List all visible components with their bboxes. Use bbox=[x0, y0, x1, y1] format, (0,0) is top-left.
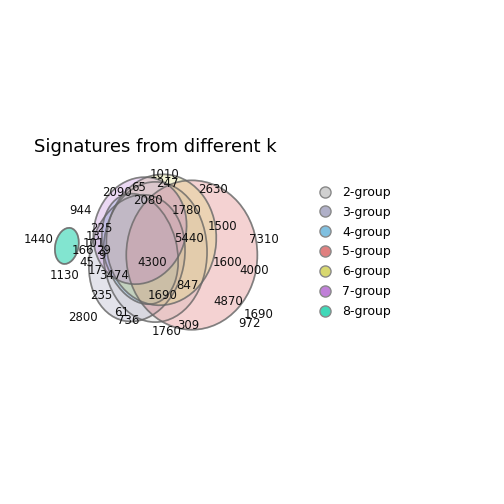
Text: 1500: 1500 bbox=[208, 220, 237, 233]
Text: 7310: 7310 bbox=[249, 233, 279, 246]
Text: 1600: 1600 bbox=[212, 257, 242, 270]
Text: 17: 17 bbox=[88, 264, 103, 277]
Text: 1010: 1010 bbox=[150, 168, 179, 181]
Text: 235: 235 bbox=[90, 289, 113, 302]
Ellipse shape bbox=[55, 228, 79, 264]
Text: 9: 9 bbox=[98, 248, 105, 262]
Text: 166: 166 bbox=[72, 244, 95, 257]
Text: 1440: 1440 bbox=[23, 233, 53, 246]
Ellipse shape bbox=[127, 180, 258, 330]
Text: 1690: 1690 bbox=[244, 308, 274, 322]
Text: 13: 13 bbox=[86, 230, 100, 242]
Text: 972: 972 bbox=[238, 318, 261, 331]
Text: 3474: 3474 bbox=[99, 269, 129, 282]
Text: 2090: 2090 bbox=[102, 186, 133, 199]
Text: 29: 29 bbox=[96, 244, 111, 257]
Text: 736: 736 bbox=[116, 314, 139, 327]
Ellipse shape bbox=[89, 195, 185, 322]
Text: 1780: 1780 bbox=[172, 204, 202, 217]
Text: 225: 225 bbox=[90, 222, 113, 235]
Ellipse shape bbox=[106, 174, 216, 305]
Text: 4300: 4300 bbox=[138, 257, 167, 270]
Title: Signatures from different k: Signatures from different k bbox=[34, 139, 277, 156]
Text: 1690: 1690 bbox=[148, 289, 177, 302]
Text: 2800: 2800 bbox=[69, 311, 98, 325]
Text: 61: 61 bbox=[114, 306, 129, 320]
Text: 847: 847 bbox=[176, 279, 198, 292]
Text: 2080: 2080 bbox=[133, 194, 163, 207]
Ellipse shape bbox=[102, 194, 178, 304]
Text: 1760: 1760 bbox=[151, 325, 181, 338]
Text: 944: 944 bbox=[70, 204, 92, 217]
Text: 4870: 4870 bbox=[214, 295, 243, 308]
Text: 45: 45 bbox=[80, 257, 94, 270]
Text: 5440: 5440 bbox=[174, 232, 204, 245]
Text: 101: 101 bbox=[83, 237, 105, 250]
Ellipse shape bbox=[93, 177, 186, 284]
Text: 4000: 4000 bbox=[239, 264, 269, 277]
Legend: 2-group, 3-group, 4-group, 5-group, 6-group, 7-group, 8-group: 2-group, 3-group, 4-group, 5-group, 6-gr… bbox=[307, 181, 396, 323]
Text: 247: 247 bbox=[156, 177, 179, 190]
Text: 65: 65 bbox=[131, 181, 146, 195]
Text: 1130: 1130 bbox=[50, 269, 80, 282]
Text: 309: 309 bbox=[177, 319, 200, 332]
Text: 2630: 2630 bbox=[198, 183, 228, 197]
Ellipse shape bbox=[103, 182, 207, 322]
